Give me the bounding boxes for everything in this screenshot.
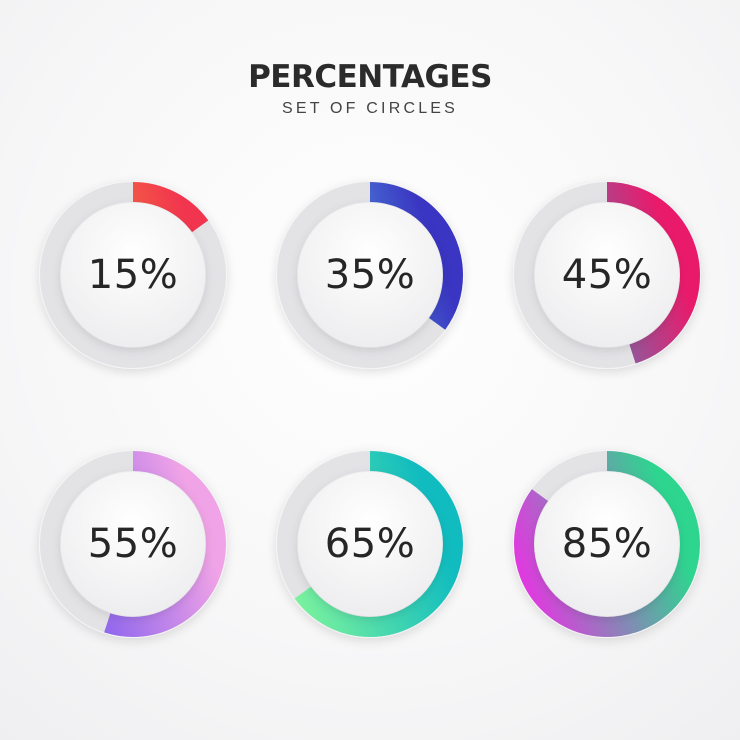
gauge-label: 15% bbox=[87, 252, 179, 298]
gauge-label: 45% bbox=[561, 252, 653, 298]
gauge-progress-arc bbox=[277, 451, 463, 637]
gauge-inner-disc bbox=[298, 472, 442, 616]
gauge-label: 55% bbox=[87, 521, 179, 567]
gauge-label: 65% bbox=[324, 521, 416, 567]
gauge-label: 85% bbox=[561, 521, 653, 567]
gauge-inner-disc bbox=[61, 472, 205, 616]
gauge-ring bbox=[513, 181, 701, 369]
gauge-ring bbox=[39, 450, 227, 638]
gauge-ring bbox=[39, 181, 227, 369]
gauge-65: 65% bbox=[272, 446, 468, 642]
gauge-ring bbox=[276, 450, 464, 638]
gauge-ring bbox=[276, 181, 464, 369]
gauge-progress-arc bbox=[40, 182, 226, 368]
gauge-15: 15% bbox=[35, 177, 231, 373]
gauge-45: 45% bbox=[509, 177, 705, 373]
gauge-label: 35% bbox=[324, 252, 416, 298]
gauge-inner-disc bbox=[535, 472, 679, 616]
gauge-35: 35% bbox=[272, 177, 468, 373]
header: PERCENTAGES SET OF CIRCLES bbox=[0, 58, 740, 118]
page-title: PERCENTAGES bbox=[248, 59, 492, 95]
gauge-85: 85% bbox=[509, 446, 705, 642]
gauge-55: 55% bbox=[35, 446, 231, 642]
gauge-progress-arc bbox=[514, 182, 700, 368]
gauge-inner-disc bbox=[535, 203, 679, 347]
gauge-ring bbox=[513, 450, 701, 638]
gauge-inner-disc bbox=[298, 203, 442, 347]
gauge-progress-arc bbox=[277, 182, 463, 368]
gauge-progress-arc bbox=[514, 451, 700, 637]
gauge-inner-disc bbox=[61, 203, 205, 347]
page-subtitle: SET OF CIRCLES bbox=[281, 100, 459, 117]
gauge-progress-arc bbox=[40, 451, 226, 637]
